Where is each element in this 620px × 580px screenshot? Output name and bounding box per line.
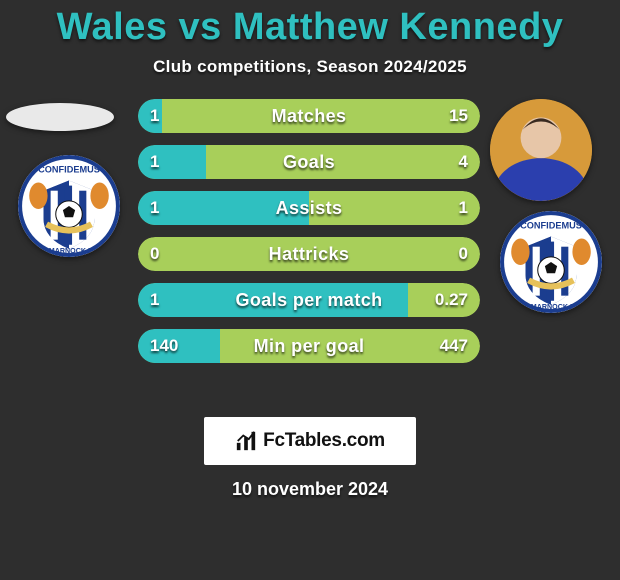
stat-row: 140447Min per goal	[138, 329, 480, 363]
stat-label: Goals	[138, 145, 480, 179]
date-line: 10 november 2024	[0, 479, 620, 500]
stat-row: 10.27Goals per match	[138, 283, 480, 317]
brand-logo-icon	[235, 430, 257, 452]
svg-text:CONFIDEMUS: CONFIDEMUS	[520, 220, 582, 230]
club-crest-icon: CONFIDEMUS KILMARNOCK F.C.	[500, 211, 602, 313]
brand-badge: FcTables.com	[204, 417, 416, 465]
svg-text:KILMARNOCK F.C.: KILMARNOCK F.C.	[519, 303, 582, 311]
subtitle: Club competitions, Season 2024/2025	[0, 57, 620, 77]
stat-row: 115Matches	[138, 99, 480, 133]
comparison-stage: CONFIDEMUS KILMARNOCK F.C. CONFIDE	[0, 99, 620, 399]
brand-text: FcTables.com	[263, 430, 385, 452]
stat-label: Goals per match	[138, 283, 480, 317]
stat-label: Min per goal	[138, 329, 480, 363]
stat-label: Matches	[138, 99, 480, 133]
page-title: Wales vs Matthew Kennedy	[0, 0, 620, 49]
player-photo	[490, 99, 592, 201]
stat-row: 00Hattricks	[138, 237, 480, 271]
stat-bars: 115Matches 14Goals 11Assists 00Hattricks 10.…	[138, 99, 480, 375]
stat-label: Assists	[138, 191, 480, 225]
stat-row: 14Goals	[138, 145, 480, 179]
stat-row: 11Assists	[138, 191, 480, 225]
stat-label: Hattricks	[138, 237, 480, 271]
